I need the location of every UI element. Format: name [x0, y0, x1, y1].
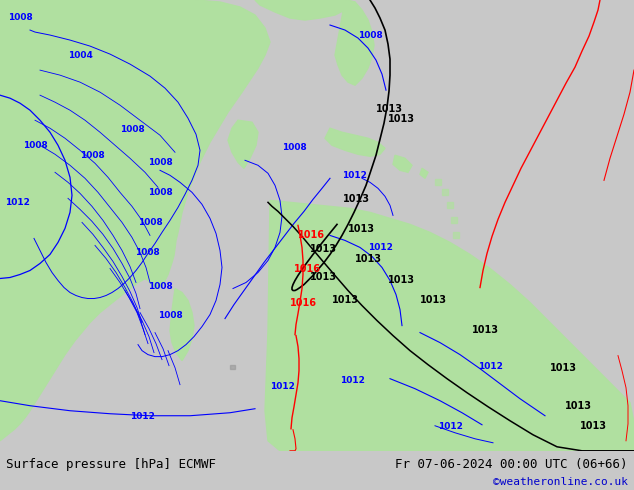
Text: 1013: 1013 [310, 245, 337, 254]
Text: 1013: 1013 [565, 401, 592, 411]
Polygon shape [265, 200, 634, 451]
Text: 1013: 1013 [376, 104, 403, 114]
Text: 1008: 1008 [23, 141, 48, 150]
Polygon shape [255, 0, 355, 20]
Text: 1013: 1013 [332, 294, 359, 305]
Polygon shape [335, 0, 374, 85]
Polygon shape [230, 365, 235, 368]
Text: 1016: 1016 [294, 265, 321, 274]
Text: 1012: 1012 [478, 362, 503, 370]
Text: 1004: 1004 [68, 51, 93, 60]
Text: 1012: 1012 [368, 244, 393, 252]
Polygon shape [453, 232, 459, 239]
Text: 1013: 1013 [472, 324, 499, 335]
Polygon shape [442, 189, 448, 196]
Text: Fr 07-06-2024 00:00 UTC (06+66): Fr 07-06-2024 00:00 UTC (06+66) [395, 458, 628, 471]
Text: 1013: 1013 [388, 274, 415, 285]
Polygon shape [420, 168, 428, 178]
Text: 1012: 1012 [340, 376, 365, 385]
Text: 1013: 1013 [550, 363, 577, 373]
Text: 1013: 1013 [420, 294, 447, 305]
Text: 1013: 1013 [343, 195, 370, 204]
Text: 1013: 1013 [580, 421, 607, 431]
Polygon shape [447, 202, 453, 208]
Text: 1008: 1008 [138, 219, 163, 227]
Text: ©weatheronline.co.uk: ©weatheronline.co.uk [493, 477, 628, 487]
Text: 1013: 1013 [310, 272, 337, 283]
Polygon shape [393, 155, 412, 172]
Text: 1008: 1008 [358, 31, 383, 40]
Polygon shape [228, 120, 258, 168]
Polygon shape [435, 179, 441, 185]
Text: 1008: 1008 [158, 311, 183, 319]
Text: 1012: 1012 [342, 172, 367, 180]
Text: 1008: 1008 [135, 248, 160, 257]
Text: 1013: 1013 [388, 114, 415, 124]
Text: 1012: 1012 [438, 422, 463, 431]
Polygon shape [170, 289, 194, 361]
Polygon shape [0, 0, 32, 190]
Text: 1012: 1012 [130, 412, 155, 421]
Text: 1008: 1008 [148, 188, 172, 197]
Text: 1008: 1008 [8, 13, 33, 22]
Polygon shape [451, 218, 457, 223]
Text: 1008: 1008 [80, 151, 105, 160]
Text: 1013: 1013 [355, 254, 382, 265]
Polygon shape [0, 0, 270, 441]
Polygon shape [325, 128, 385, 156]
Text: 1008: 1008 [282, 143, 307, 152]
Text: 1012: 1012 [270, 382, 295, 391]
Text: 1016: 1016 [290, 297, 317, 308]
Text: 1016: 1016 [298, 230, 325, 241]
Text: Surface pressure [hPa] ECMWF: Surface pressure [hPa] ECMWF [6, 458, 216, 471]
Text: 1012: 1012 [5, 198, 30, 207]
Text: 1013: 1013 [348, 224, 375, 234]
Text: 1008: 1008 [148, 282, 172, 291]
Text: 1008: 1008 [120, 125, 145, 134]
Text: 1008: 1008 [148, 158, 172, 167]
